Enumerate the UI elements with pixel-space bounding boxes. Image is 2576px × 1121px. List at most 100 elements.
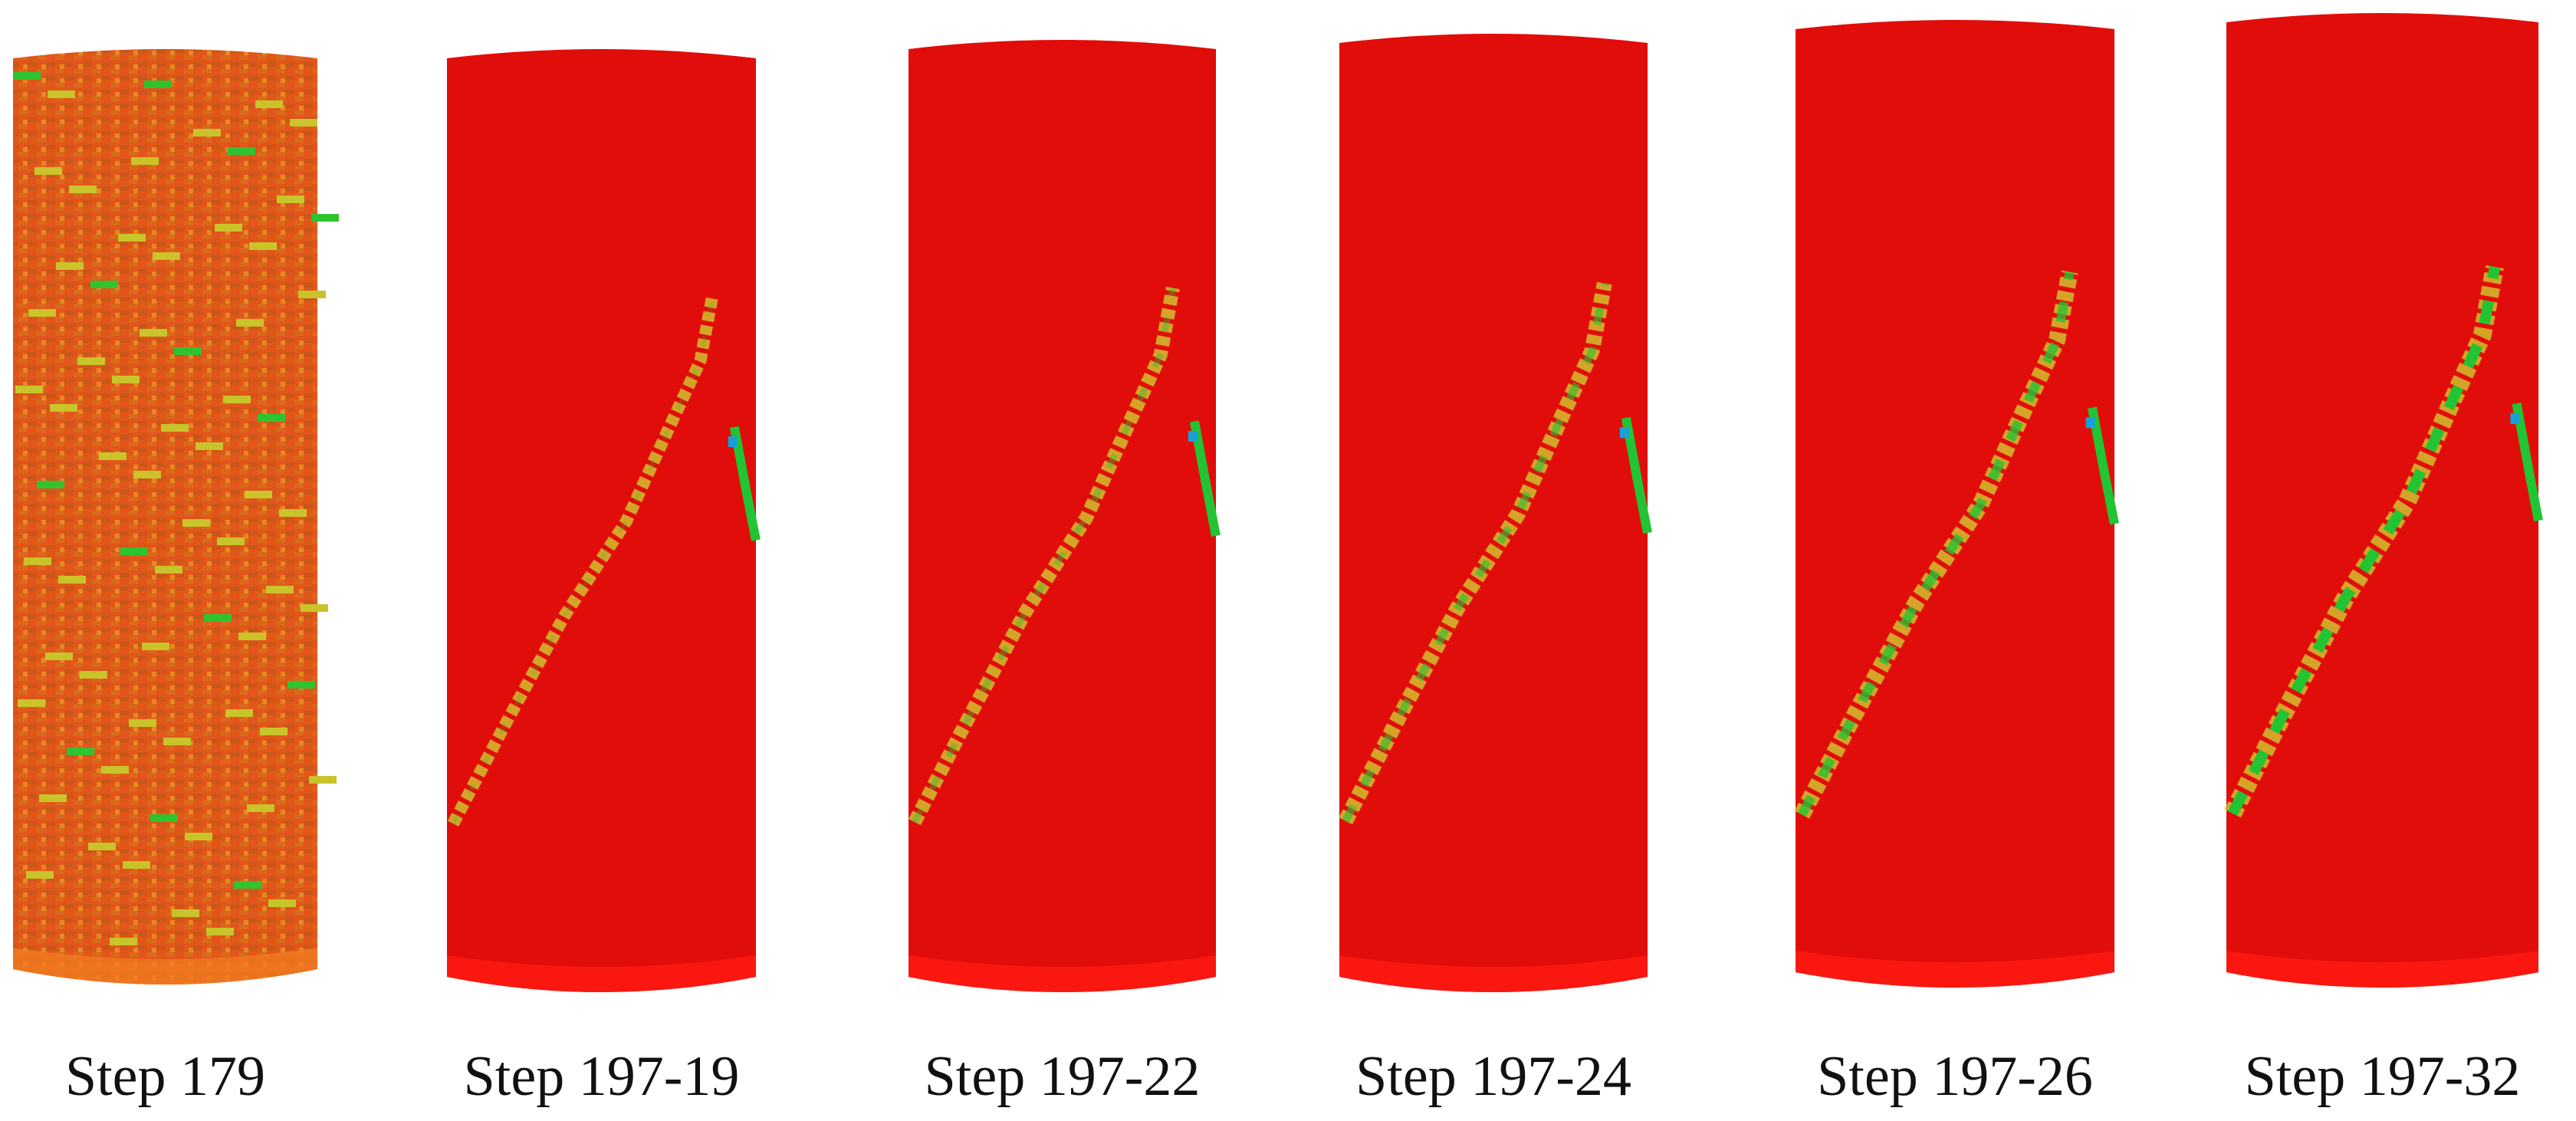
edge-dot bbox=[728, 436, 738, 448]
step-label: Step 197-26 bbox=[1817, 1045, 2093, 1108]
crack bbox=[909, 286, 1180, 826]
speck bbox=[161, 424, 189, 432]
crack-edge bbox=[729, 426, 761, 541]
step-label: Step 197-24 bbox=[1355, 1045, 1631, 1108]
cylinder-body bbox=[909, 40, 1216, 992]
crack-edge bbox=[1190, 420, 1221, 537]
crack-edge bbox=[1621, 416, 1652, 534]
crack-core bbox=[1798, 271, 2075, 817]
speck bbox=[142, 643, 169, 650]
speck bbox=[163, 738, 191, 745]
speck bbox=[279, 509, 307, 517]
speck bbox=[255, 100, 283, 108]
speck bbox=[298, 291, 326, 298]
speck bbox=[245, 491, 272, 498]
speck bbox=[225, 709, 253, 717]
speck bbox=[56, 262, 84, 270]
speck bbox=[290, 119, 317, 127]
specimen bbox=[1339, 34, 1652, 992]
speck bbox=[249, 242, 277, 250]
crack bbox=[2224, 265, 2504, 818]
speck bbox=[215, 224, 242, 232]
speck bbox=[28, 309, 56, 317]
speck bbox=[182, 519, 210, 527]
speck bbox=[144, 81, 172, 88]
speck bbox=[258, 414, 285, 422]
speck bbox=[196, 442, 223, 450]
speck bbox=[234, 881, 261, 889]
speck bbox=[13, 72, 41, 80]
cylinder-base bbox=[1796, 951, 2114, 988]
speck bbox=[268, 899, 296, 907]
specimen bbox=[1794, 20, 2119, 988]
speck bbox=[99, 452, 127, 460]
speck bbox=[69, 186, 97, 193]
speck bbox=[15, 386, 43, 393]
speck bbox=[185, 833, 212, 840]
cylinder-base bbox=[909, 955, 1216, 992]
specimen bbox=[909, 40, 1221, 992]
crack-edge bbox=[2512, 403, 2543, 522]
speck bbox=[101, 766, 129, 774]
speck bbox=[39, 794, 67, 802]
speck bbox=[150, 814, 178, 822]
speck bbox=[112, 376, 140, 383]
speck bbox=[26, 871, 54, 879]
crack bbox=[447, 293, 719, 827]
speck bbox=[228, 147, 255, 155]
edge-dot bbox=[1619, 427, 1629, 439]
specimen bbox=[13, 49, 339, 985]
speck bbox=[204, 614, 232, 622]
edge-dot bbox=[2510, 413, 2520, 424]
speck bbox=[34, 167, 62, 175]
speck bbox=[277, 196, 304, 203]
speck bbox=[58, 576, 86, 584]
speck bbox=[48, 90, 75, 98]
crack bbox=[1794, 270, 2078, 819]
step-label: Step 197-19 bbox=[464, 1045, 740, 1108]
speck bbox=[77, 357, 105, 365]
cylinder-base bbox=[13, 948, 317, 985]
cylinder-body bbox=[2226, 13, 2538, 988]
speck bbox=[238, 633, 266, 640]
speck bbox=[155, 566, 182, 574]
step-label: Step 197-22 bbox=[925, 1045, 1201, 1108]
speck bbox=[288, 681, 315, 689]
speck bbox=[206, 928, 234, 935]
specimen bbox=[447, 49, 761, 992]
cylinder-body bbox=[447, 49, 756, 992]
crack-core bbox=[912, 287, 1176, 823]
speck bbox=[266, 586, 294, 593]
speck bbox=[123, 861, 150, 869]
speck bbox=[172, 909, 199, 917]
cylinder-body bbox=[1339, 34, 1648, 992]
cylinder-body bbox=[13, 49, 317, 985]
speck bbox=[67, 748, 94, 755]
cylinder-body bbox=[1796, 20, 2114, 988]
speck bbox=[131, 157, 159, 165]
speck bbox=[45, 653, 73, 660]
speck bbox=[260, 728, 288, 735]
cylinder-base bbox=[2226, 951, 2538, 988]
cylinder-base bbox=[1339, 955, 1648, 992]
speck bbox=[110, 938, 137, 945]
speck bbox=[88, 843, 116, 850]
step-label: Step 197-32 bbox=[2245, 1045, 2521, 1108]
speck bbox=[18, 699, 45, 707]
speck bbox=[217, 537, 245, 545]
crack-edge bbox=[2087, 406, 2119, 525]
speck bbox=[133, 471, 161, 478]
speck bbox=[120, 547, 148, 555]
speck bbox=[193, 129, 221, 136]
crack-core bbox=[2227, 265, 2500, 817]
step-label: Step 179 bbox=[65, 1045, 265, 1108]
speck bbox=[223, 396, 251, 403]
cylinder-base bbox=[447, 955, 756, 992]
speck bbox=[309, 776, 337, 784]
speck bbox=[236, 319, 264, 327]
speck bbox=[153, 252, 180, 260]
speck bbox=[301, 604, 328, 612]
speck bbox=[174, 347, 202, 355]
edge-dot bbox=[1188, 431, 1198, 442]
